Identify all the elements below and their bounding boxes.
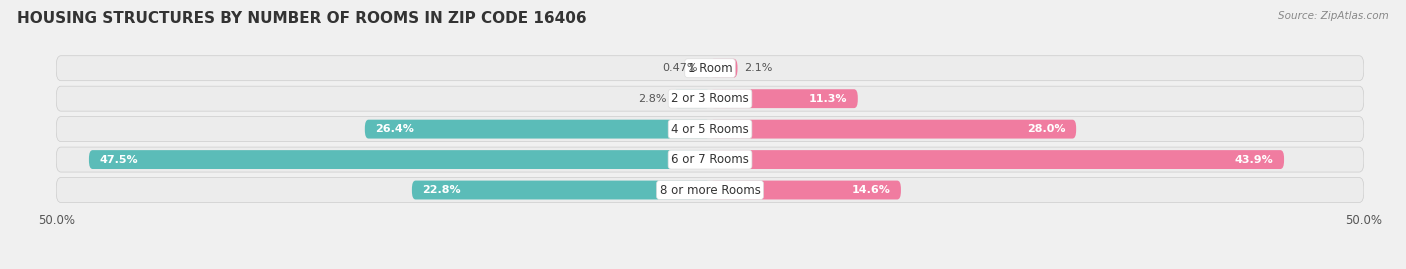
- FancyBboxPatch shape: [710, 120, 1076, 139]
- FancyBboxPatch shape: [710, 59, 738, 78]
- Text: 14.6%: 14.6%: [852, 185, 890, 195]
- Text: 2.1%: 2.1%: [744, 63, 772, 73]
- Text: 11.3%: 11.3%: [808, 94, 848, 104]
- Text: 0.47%: 0.47%: [662, 63, 697, 73]
- FancyBboxPatch shape: [710, 89, 858, 108]
- FancyBboxPatch shape: [56, 178, 1364, 203]
- Text: 8 or more Rooms: 8 or more Rooms: [659, 183, 761, 197]
- Text: 4 or 5 Rooms: 4 or 5 Rooms: [671, 123, 749, 136]
- Text: 47.5%: 47.5%: [100, 155, 138, 165]
- FancyBboxPatch shape: [56, 147, 1364, 172]
- FancyBboxPatch shape: [89, 150, 710, 169]
- Text: 28.0%: 28.0%: [1028, 124, 1066, 134]
- Text: 1 Room: 1 Room: [688, 62, 733, 75]
- FancyBboxPatch shape: [56, 117, 1364, 141]
- FancyBboxPatch shape: [710, 180, 901, 200]
- Text: 26.4%: 26.4%: [375, 124, 415, 134]
- FancyBboxPatch shape: [56, 56, 1364, 81]
- FancyBboxPatch shape: [412, 180, 710, 200]
- Text: 22.8%: 22.8%: [422, 185, 461, 195]
- FancyBboxPatch shape: [710, 150, 1284, 169]
- Text: HOUSING STRUCTURES BY NUMBER OF ROOMS IN ZIP CODE 16406: HOUSING STRUCTURES BY NUMBER OF ROOMS IN…: [17, 11, 586, 26]
- FancyBboxPatch shape: [56, 86, 1364, 111]
- Text: 6 or 7 Rooms: 6 or 7 Rooms: [671, 153, 749, 166]
- Text: 2.8%: 2.8%: [638, 94, 666, 104]
- FancyBboxPatch shape: [364, 120, 710, 139]
- Text: Source: ZipAtlas.com: Source: ZipAtlas.com: [1278, 11, 1389, 21]
- Text: 2 or 3 Rooms: 2 or 3 Rooms: [671, 92, 749, 105]
- FancyBboxPatch shape: [673, 89, 710, 108]
- FancyBboxPatch shape: [704, 59, 710, 78]
- Text: 43.9%: 43.9%: [1234, 155, 1274, 165]
